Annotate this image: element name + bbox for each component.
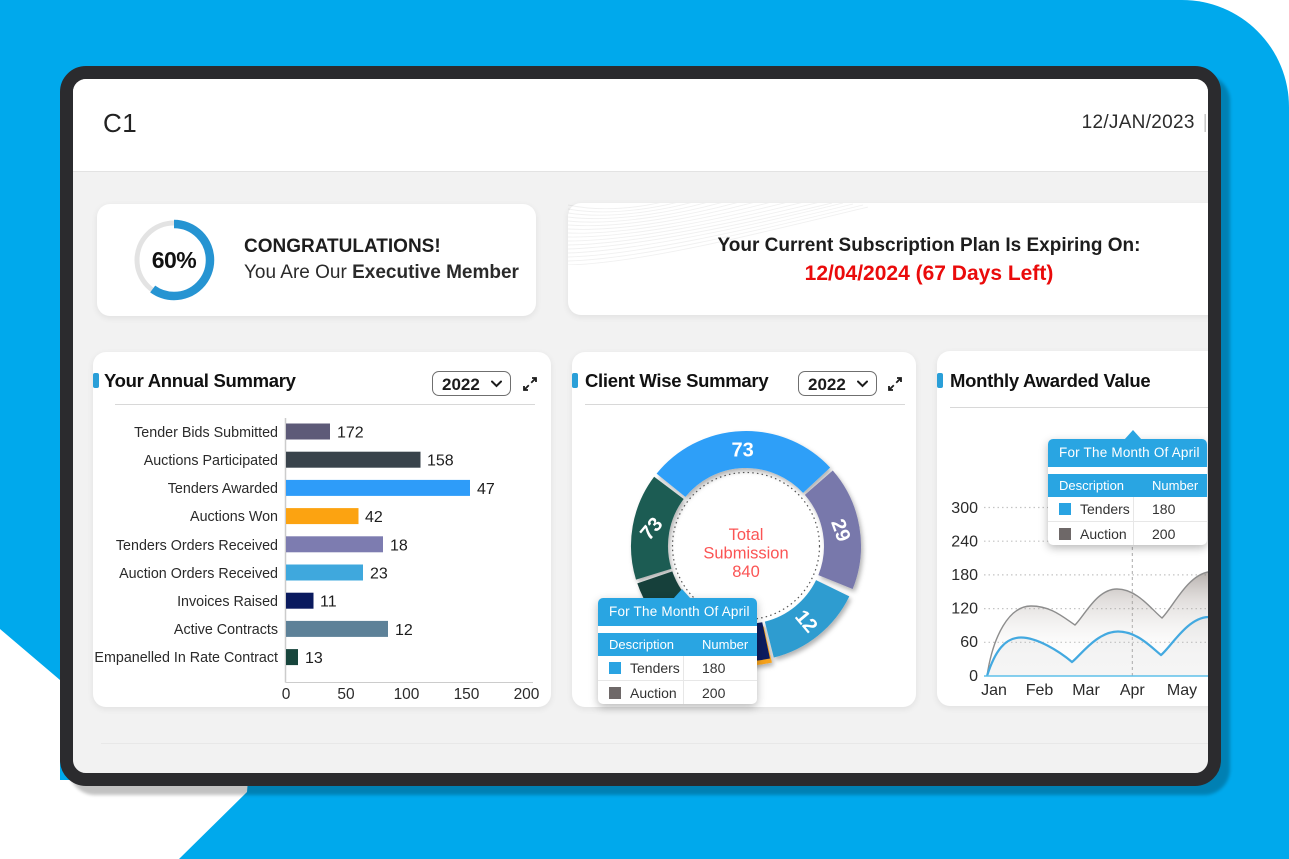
svg-text:158: 158 xyxy=(427,453,454,470)
svg-text:May: May xyxy=(1167,682,1197,699)
svg-text:60%: 60% xyxy=(152,247,197,273)
svg-text:Submission: Submission xyxy=(703,545,788,563)
svg-text:Jan: Jan xyxy=(981,682,1007,699)
svg-text:Tenders Awarded: Tenders Awarded xyxy=(168,481,278,497)
svg-text:120: 120 xyxy=(951,601,978,618)
svg-text:840: 840 xyxy=(732,563,760,581)
svg-text:0: 0 xyxy=(282,686,291,703)
svg-text:Invoices Raised: Invoices Raised xyxy=(177,594,278,610)
svg-text:50: 50 xyxy=(337,686,355,703)
svg-text:240: 240 xyxy=(951,534,978,551)
svg-text:60: 60 xyxy=(960,634,978,651)
svg-text:Apr: Apr xyxy=(1120,682,1146,699)
svg-text:Tenders Orders Received: Tenders Orders Received xyxy=(116,538,278,554)
svg-text:Tender Bids Submitted: Tender Bids Submitted xyxy=(134,425,278,441)
svg-text:200: 200 xyxy=(514,686,540,703)
svg-text:100: 100 xyxy=(394,686,420,703)
svg-text:Empanelled In Rate Contract: Empanelled In Rate Contract xyxy=(94,650,278,666)
svg-text:Active Contracts: Active Contracts xyxy=(174,622,278,638)
svg-text:73: 73 xyxy=(731,440,753,462)
svg-text:12: 12 xyxy=(395,622,413,639)
svg-text:Auction Orders Received: Auction Orders Received xyxy=(119,566,278,582)
svg-text:300: 300 xyxy=(951,500,978,517)
svg-text:13: 13 xyxy=(305,650,323,667)
svg-text:Auctions Participated: Auctions Participated xyxy=(144,453,278,469)
svg-text:47: 47 xyxy=(477,481,495,498)
svg-text:Total: Total xyxy=(729,526,764,544)
svg-text:180: 180 xyxy=(951,567,978,584)
svg-text:11: 11 xyxy=(320,594,337,611)
svg-text:150: 150 xyxy=(454,686,480,703)
svg-text:18: 18 xyxy=(390,537,408,554)
svg-text:42: 42 xyxy=(365,509,383,526)
svg-text:23: 23 xyxy=(370,566,388,583)
svg-text:Feb: Feb xyxy=(1026,682,1054,699)
svg-text:Auctions Won: Auctions Won xyxy=(190,509,278,525)
svg-text:0: 0 xyxy=(969,668,978,685)
svg-text:172: 172 xyxy=(337,425,364,442)
svg-text:Mar: Mar xyxy=(1072,682,1100,699)
